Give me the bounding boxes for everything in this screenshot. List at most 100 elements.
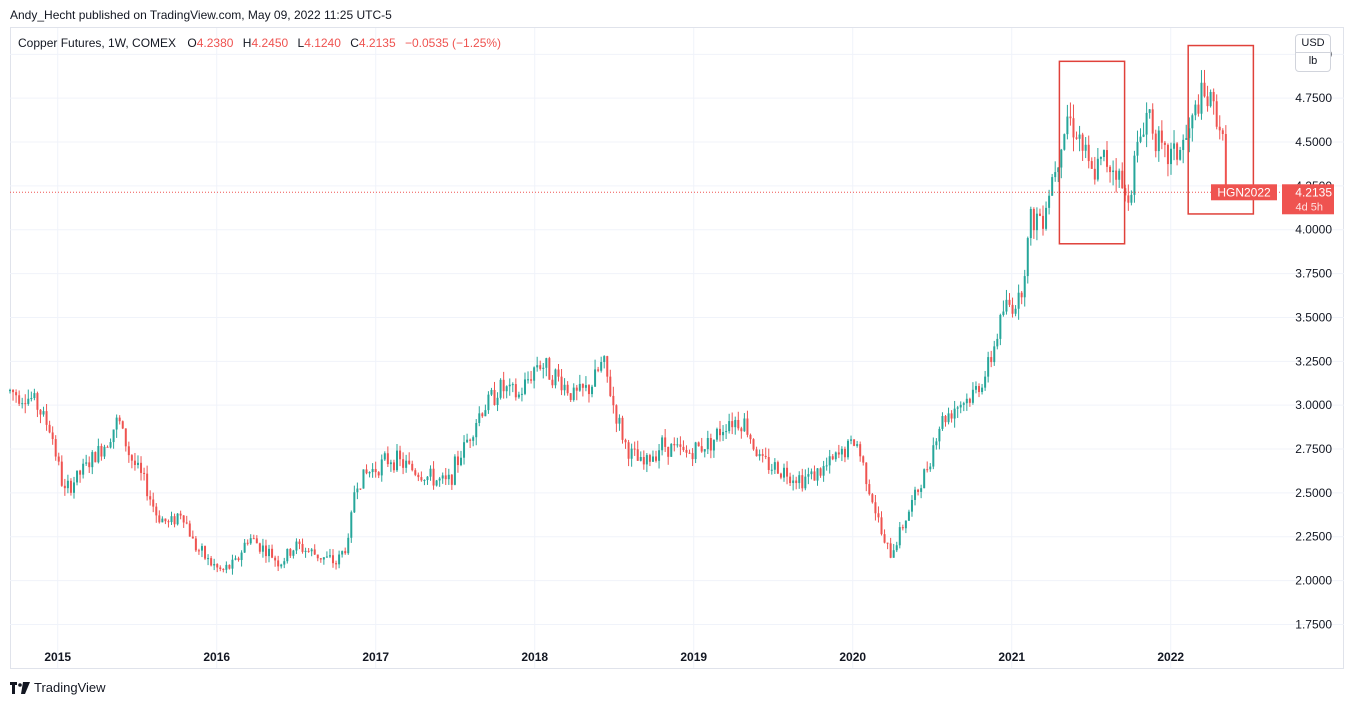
candle-body	[365, 469, 368, 474]
candle-body	[164, 518, 167, 522]
candle-body	[520, 393, 523, 395]
candle-body	[889, 543, 892, 558]
candle-body	[798, 475, 801, 484]
candle-body	[76, 470, 79, 483]
candle-body	[1185, 138, 1188, 140]
candle-body	[325, 556, 328, 558]
candle-body	[261, 545, 264, 552]
candle-body	[194, 538, 197, 551]
candle-body	[51, 432, 54, 440]
candle-body	[630, 448, 633, 459]
candle-body	[240, 552, 243, 561]
candle-body	[968, 398, 971, 403]
candle-body	[310, 549, 313, 552]
candle-body	[871, 494, 874, 503]
candle-body	[100, 445, 103, 457]
candle-body	[399, 450, 402, 460]
candle-body	[566, 384, 569, 394]
currency-unit-selector[interactable]: USD lb	[1295, 34, 1331, 72]
candle-body	[39, 409, 42, 415]
candle-body	[347, 537, 350, 554]
candle-body	[996, 338, 999, 347]
candle-body	[249, 538, 252, 544]
candle-body	[764, 455, 767, 458]
candle-body	[846, 440, 849, 458]
candle-body	[82, 463, 85, 475]
candle-body	[682, 446, 685, 450]
currency-label[interactable]: USD	[1301, 37, 1325, 49]
candle-body	[484, 410, 487, 417]
candle-body	[57, 456, 60, 462]
candle-body	[749, 434, 752, 440]
candle-body	[1035, 213, 1038, 231]
ticker-tag-label: HGN2022	[1217, 185, 1271, 199]
candle-body	[551, 379, 554, 386]
candle-body	[426, 476, 429, 481]
candle-body	[15, 392, 18, 396]
candle-body	[642, 457, 645, 465]
candle-body	[731, 421, 734, 428]
candle-body	[962, 403, 965, 405]
candle-body	[853, 439, 856, 446]
candle-body	[63, 485, 66, 489]
candle-body	[402, 459, 405, 468]
candle-body	[210, 558, 213, 566]
candle-body	[667, 446, 670, 457]
candle-body	[304, 550, 307, 552]
candle-body	[1194, 104, 1197, 116]
candle-body	[127, 446, 130, 456]
candle-body	[1106, 150, 1109, 167]
candle-body	[344, 551, 347, 554]
candle-body	[578, 383, 581, 391]
candle-body	[374, 468, 377, 473]
candle-body	[584, 385, 587, 388]
candle-body	[140, 462, 143, 473]
candle-body	[618, 417, 621, 424]
candle-body	[170, 516, 173, 523]
footer-brand[interactable]: TradingView	[10, 680, 106, 695]
candle-body	[542, 367, 545, 369]
candle-body	[179, 513, 182, 516]
candle-body	[1173, 143, 1176, 149]
candle-body	[475, 422, 478, 438]
candle-body	[865, 462, 868, 485]
price-tag	[1282, 184, 1334, 215]
symbol-name[interactable]: Copper Futures, 1W, COMEX	[18, 36, 177, 50]
candle-body	[511, 384, 514, 386]
candle-body	[359, 488, 362, 490]
candle-body	[243, 542, 246, 553]
change-value: −0.0535 (−1.25%)	[404, 36, 502, 50]
candle-body	[1020, 292, 1023, 298]
candle-body	[633, 448, 636, 450]
candle-body	[487, 394, 490, 411]
candle-body	[782, 467, 785, 478]
candle-body	[1197, 104, 1200, 114]
candle-body	[319, 558, 322, 560]
candle-body	[1072, 118, 1075, 138]
candle-body	[929, 466, 932, 470]
candle-body	[627, 442, 630, 459]
candle-body	[965, 398, 968, 404]
candle-body	[377, 472, 380, 476]
candle-body	[825, 465, 828, 467]
candle-body	[459, 457, 462, 466]
candle-body	[981, 387, 984, 393]
candle-body	[923, 469, 926, 489]
candle-body	[173, 516, 176, 525]
candle-body	[533, 367, 536, 381]
candle-body	[639, 457, 642, 461]
candle-body	[106, 446, 109, 448]
candle-body	[499, 379, 502, 398]
candle-body	[935, 441, 938, 446]
candle-body	[60, 461, 63, 486]
unit-label[interactable]: lb	[1308, 55, 1318, 67]
candle-body	[761, 454, 764, 456]
candle-body	[292, 550, 295, 556]
candle-body	[773, 462, 776, 470]
candle-body	[843, 448, 846, 458]
candle-body	[307, 550, 310, 552]
high-label: H	[242, 36, 252, 50]
candle-body	[1029, 208, 1032, 239]
candle-body	[706, 437, 709, 450]
